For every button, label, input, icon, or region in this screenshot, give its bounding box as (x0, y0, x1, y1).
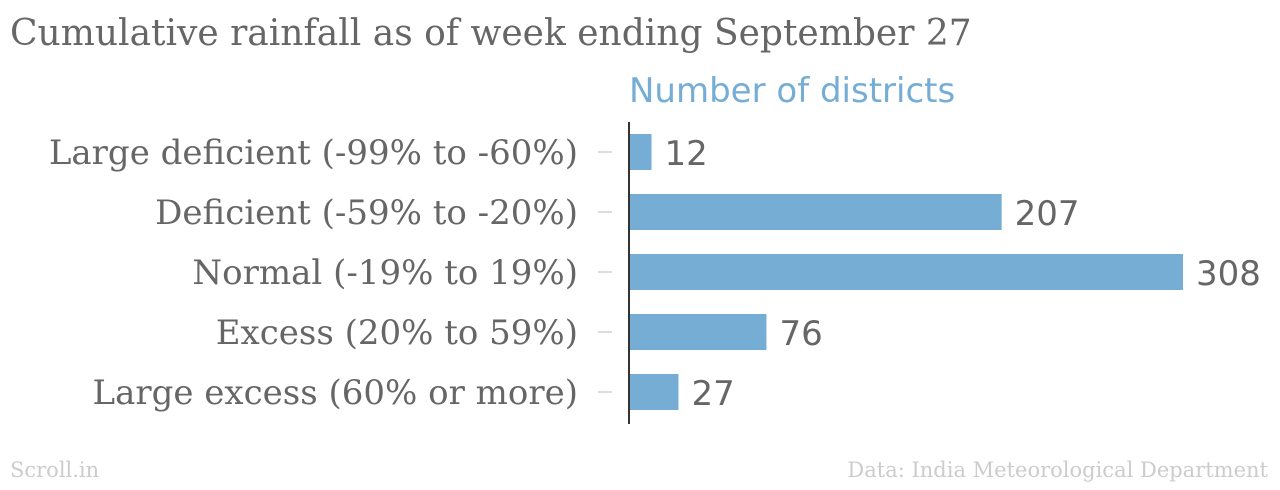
value-label: 207 (1015, 194, 1080, 234)
category-label: Large excess (60% or more) (93, 373, 578, 413)
category-label: Large deficient (-99% to -60%) (49, 133, 578, 173)
value-labels: 12 207 308 76 27 (665, 134, 1261, 414)
bars (630, 134, 1183, 410)
footer-source-left: Scroll.in (10, 458, 100, 482)
category-label: Normal (-19% to 19%) (192, 253, 578, 293)
footer-source-right: Data: India Meteorological Department (847, 458, 1268, 482)
chart-title: Cumulative rainfall as of week ending Se… (10, 13, 972, 54)
bar (630, 314, 767, 350)
category-labels: Large deficient (-99% to -60%) Deficient … (49, 133, 578, 413)
bar (630, 374, 679, 410)
category-label: Deficient (-59% to -20%) (155, 193, 578, 233)
bar (630, 254, 1183, 290)
axis-title: Number of districts (629, 71, 955, 111)
bar (630, 194, 1002, 230)
value-label: 27 (691, 374, 734, 414)
category-label: Excess (20% to 59%) (216, 313, 578, 353)
value-label: 76 (779, 314, 822, 354)
bar (630, 134, 652, 170)
category-ticks (598, 151, 612, 393)
value-label: 308 (1196, 254, 1261, 294)
value-label: 12 (665, 134, 708, 174)
